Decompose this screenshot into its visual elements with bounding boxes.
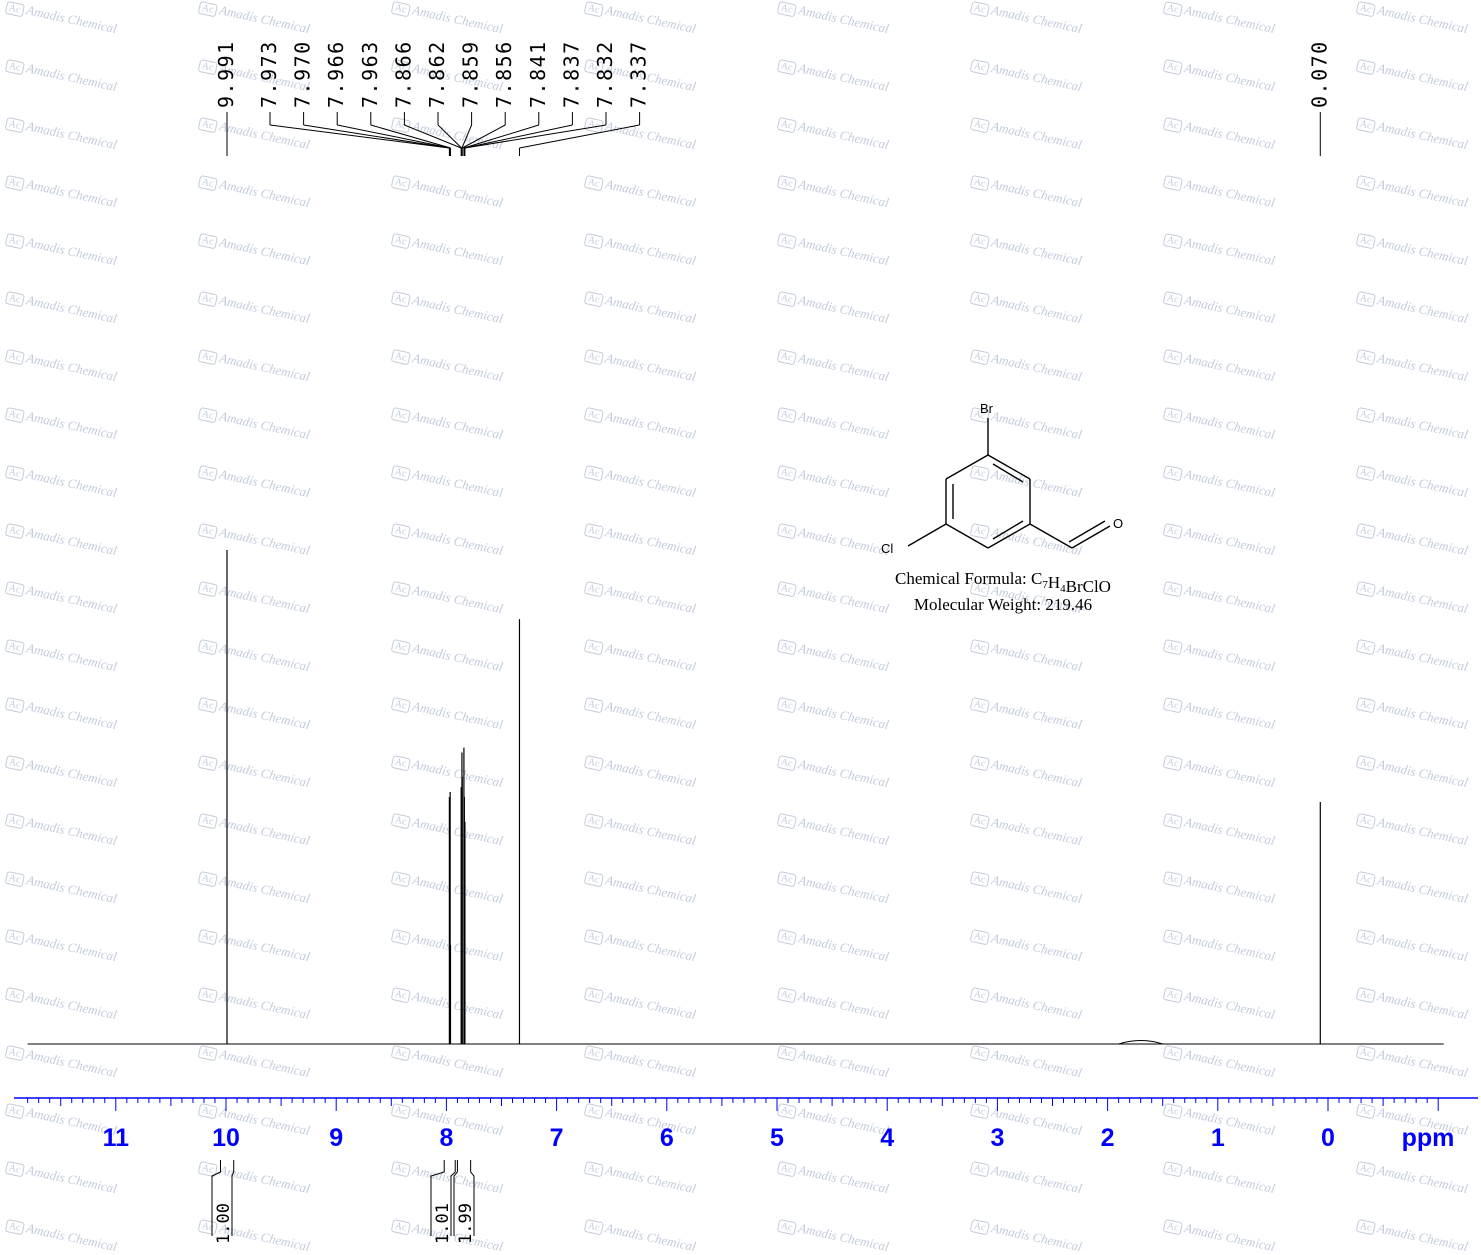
- molecular-weight: Molecular Weight: 219.46: [914, 595, 1092, 614]
- peak-label: 7.970: [291, 40, 315, 108]
- ring-double-bond: [992, 463, 1024, 483]
- tick-label: 6: [660, 1124, 674, 1152]
- label-leader: [464, 124, 573, 149]
- peak-label: 7.837: [559, 40, 583, 108]
- peak-label: 7.966: [324, 40, 348, 108]
- ring-bond: [987, 523, 1031, 549]
- tick-label: 0: [1321, 1124, 1335, 1152]
- label-leader: [269, 124, 450, 149]
- label-leader: [303, 124, 450, 149]
- tick-label: 4: [880, 1124, 894, 1152]
- ring-bond: [987, 454, 1031, 480]
- integral-label: 1.00: [214, 1203, 234, 1244]
- label-leader: [463, 124, 539, 149]
- peak-label: 0.070: [1307, 40, 1331, 108]
- peak-label: 9.991: [214, 40, 238, 108]
- broad-peak: [1118, 1040, 1163, 1045]
- spectrum-trace: [27, 1040, 1444, 1045]
- peak-labels: 9.991 7.973 7.970 7.966 7.963 7.866 7.862 7.859…: [214, 40, 1331, 156]
- ring-double-bond: [992, 520, 1024, 540]
- label-leader: [519, 124, 640, 149]
- o-label: O: [1113, 516, 1123, 531]
- integral-bracket: [453, 1160, 458, 1236]
- peak-label: 7.859: [459, 40, 483, 108]
- tick-label: 1: [1211, 1124, 1225, 1152]
- bond-cho: [1029, 523, 1073, 549]
- integral-label: 1.01: [433, 1203, 453, 1244]
- label-leader: [370, 124, 451, 149]
- peak-lines: [226, 550, 1321, 1044]
- tick-label: 10: [212, 1124, 240, 1152]
- tick-label: 9: [329, 1124, 343, 1152]
- tick-label: 5: [770, 1124, 784, 1152]
- integral-bracket: [211, 1160, 221, 1236]
- bond-co-double: [1068, 520, 1106, 543]
- integral-bracket: [430, 1160, 445, 1236]
- br-label: Br: [980, 401, 994, 416]
- ring-bond: [945, 454, 989, 480]
- label-leader: [462, 124, 506, 149]
- cl-label: Cl: [881, 541, 893, 556]
- label-leader: [461, 124, 473, 149]
- label-leader: [404, 124, 462, 149]
- axis-unit-label: ppm: [1402, 1124, 1455, 1152]
- peak-label: 7.832: [593, 40, 617, 108]
- tick-label: 8: [439, 1124, 453, 1152]
- integral-bracket: [470, 1160, 475, 1236]
- label-leader: [437, 124, 462, 149]
- integral-label: 1.99: [456, 1203, 476, 1244]
- tick-label: 11: [103, 1124, 130, 1152]
- peak-label: 7.866: [391, 40, 415, 108]
- chemical-formula: Chemical Formula: C7H4BrClO: [895, 569, 1111, 596]
- integrals: 1.00 1.01 1.99: [211, 1160, 476, 1244]
- peak-label: 7.856: [492, 40, 516, 108]
- ppm-axis: 11 10 9 8 7 6 5 4 3 2 1 0 ppm: [14, 1097, 1478, 1152]
- ring-bond: [945, 523, 989, 549]
- peak-label: 7.337: [627, 40, 651, 108]
- peak-label: 7.963: [358, 40, 382, 108]
- label-leader: [337, 124, 451, 149]
- bond-co: [1071, 525, 1111, 549]
- peak-label: 7.841: [526, 40, 550, 108]
- label-leader: [464, 124, 607, 149]
- bond-cl: [907, 523, 947, 547]
- peak-label: 7.862: [425, 40, 449, 108]
- tick-label: 3: [990, 1124, 1004, 1152]
- integral-bracket: [231, 1160, 235, 1236]
- tick-label: 7: [550, 1124, 564, 1152]
- chemical-structure: Br Cl O: [881, 401, 1123, 556]
- integral-bracket: [450, 1160, 456, 1236]
- peak-label: 7.973: [257, 40, 281, 108]
- tick-label: 2: [1101, 1124, 1115, 1152]
